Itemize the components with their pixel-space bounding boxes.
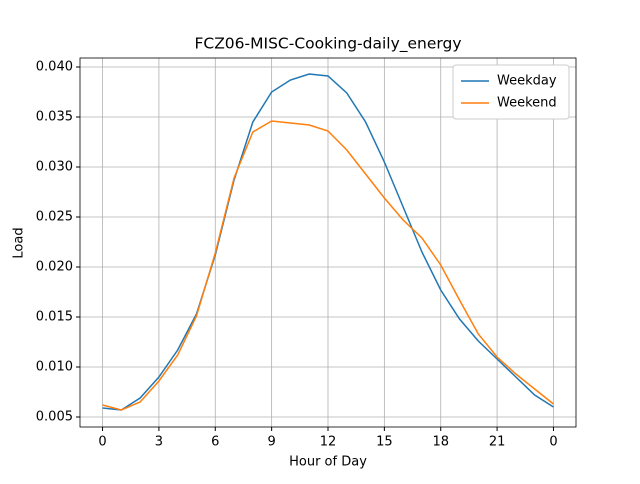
y-tick-label: 0.025	[36, 210, 73, 225]
legend-label: Weekend	[497, 96, 557, 111]
y-tick-label: 0.035	[36, 110, 73, 125]
x-axis-label: Hour of Day	[289, 455, 367, 470]
line	[102, 73, 554, 411]
legend-label: Weekday	[497, 74, 557, 89]
y-tick-label: 0.005	[36, 410, 73, 425]
x-tick-label: 12	[320, 435, 337, 450]
x-tick-label: 9	[267, 435, 275, 450]
x-tick-label: 3	[155, 435, 163, 450]
y-tick-label: 0.020	[36, 260, 73, 275]
x-tick-label: 21	[489, 435, 506, 450]
y-tick-label: 0.040	[36, 60, 73, 75]
x-tick-label: 18	[432, 435, 449, 450]
x-tick-label: 0	[549, 435, 557, 450]
y-tick-label: 0.010	[36, 360, 73, 375]
x-tick-label: 6	[211, 435, 219, 450]
plot-frame	[79, 57, 577, 428]
line	[102, 120, 554, 411]
y-axis-label: Load	[12, 227, 27, 258]
chart-title: FCZ06-MISC-Cooking-daily_energy	[194, 35, 461, 54]
y-tick-label: 0.015	[36, 310, 73, 325]
x-tick-label: 15	[376, 435, 393, 450]
legend-box	[452, 64, 570, 120]
y-tick-label: 0.030	[36, 160, 73, 175]
x-tick-label: 0	[98, 435, 106, 450]
